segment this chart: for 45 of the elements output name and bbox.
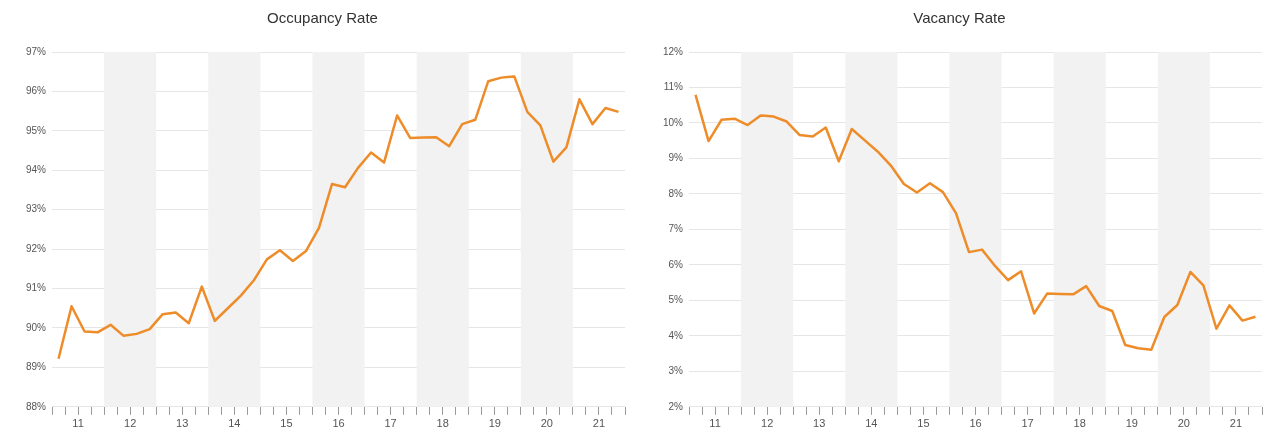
x-tick-label: 18 (436, 417, 449, 430)
y-tick-label: 90% (26, 321, 47, 333)
y-tick-label: 10% (663, 116, 684, 128)
chart-title: Vacancy Rate (913, 9, 1006, 27)
x-tick-label: 14 (228, 417, 241, 430)
y-tick-label: 7% (668, 223, 684, 235)
y-tick-label: 92% (26, 242, 47, 254)
x-tick-label: 21 (592, 417, 606, 430)
x-tick-label: 15 (280, 417, 293, 430)
y-tick-label: 4% (668, 329, 684, 341)
y-tick-label: 93% (26, 203, 47, 215)
y-tick-label: 88% (26, 400, 47, 412)
y-tick-label: 95% (26, 124, 47, 136)
x-tick-label: 12 (124, 417, 137, 430)
x-tick-label: 18 (1073, 417, 1086, 430)
y-tick-label: 11% (663, 81, 684, 93)
x-tick-label: 19 (488, 417, 501, 430)
x-tick-label: 13 (813, 417, 826, 430)
x-tick-label: 19 (1125, 417, 1138, 430)
y-tick-label: 89% (26, 361, 47, 373)
y-tick-label: 97% (26, 45, 47, 57)
x-tick-label: 11 (72, 417, 84, 430)
x-tick-label: 20 (1177, 417, 1190, 430)
y-tick-label: 5% (668, 294, 684, 306)
chart-title: Occupancy Rate (267, 9, 378, 27)
y-tick-label: 2% (668, 400, 684, 412)
x-tick-label: 14 (865, 417, 878, 430)
x-tick-label: 11 (709, 417, 721, 430)
x-tick-label: 16 (332, 417, 345, 430)
y-tick-label: 12% (663, 45, 684, 57)
y-tick-label: 3% (668, 365, 684, 377)
x-tick-label: 17 (384, 417, 397, 430)
y-tick-label: 8% (668, 187, 684, 199)
y-tick-label: 96% (26, 85, 47, 97)
x-tick-label: 20 (540, 417, 553, 430)
x-tick-label: 13 (176, 417, 189, 430)
x-tick-label: 17 (1021, 417, 1034, 430)
x-tick-label: 15 (917, 417, 930, 430)
y-tick-label: 9% (668, 152, 684, 164)
x-tick-label: 16 (969, 417, 982, 430)
x-tick-label: 12 (761, 417, 774, 430)
y-tick-label: 6% (668, 258, 684, 270)
y-tick-label: 94% (26, 164, 47, 176)
y-tick-label: 91% (26, 282, 47, 294)
x-tick-label: 21 (1229, 417, 1243, 430)
